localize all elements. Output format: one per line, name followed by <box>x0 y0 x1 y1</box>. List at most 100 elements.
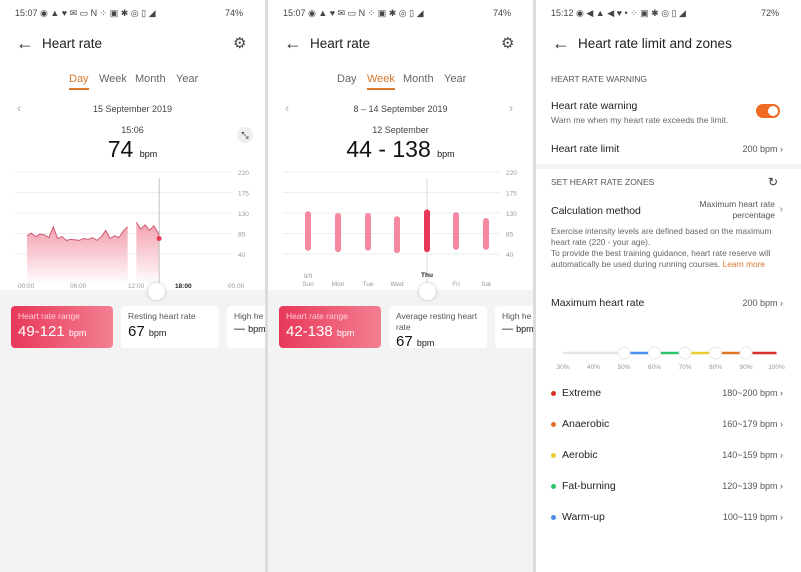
zone-item-aerobic[interactable]: Aerobic <box>551 449 598 461</box>
tab-year[interactable]: Year <box>444 73 467 85</box>
tab-year[interactable]: Year <box>176 73 199 85</box>
calculation-method-value[interactable]: Maximum heart rate percentage <box>699 199 775 221</box>
date-sub-label: 12 September <box>372 125 429 135</box>
card-unit: bpm <box>516 324 533 334</box>
zone-range[interactable]: 160~179 bpm › <box>722 419 783 429</box>
calculation-method-label[interactable]: Calculation method <box>551 205 641 217</box>
prev-chevron-icon[interactable]: ‹ <box>285 101 289 115</box>
tab-day[interactable]: Day <box>337 73 357 85</box>
zone-color-dot-icon <box>551 452 556 458</box>
zones-description: Exercise intensity levels are defined ba… <box>551 226 786 270</box>
y-tick-label: 175 <box>506 191 517 198</box>
zone-range[interactable]: 180~200 bpm › <box>722 388 783 398</box>
heart-rate-line <box>135 221 160 239</box>
value: 74 <box>107 136 134 162</box>
back-arrow-icon[interactable]: ← <box>16 33 34 53</box>
status-bar: 15:12 ◉ ◀ ▲ ◀ ♥ • ⁘ ▣ ✱ ◎ ▯ ◢ 72% <box>551 8 780 18</box>
tab-week[interactable]: Week <box>99 73 127 85</box>
range-bar-tue <box>365 213 371 251</box>
desc-1: Exercise intensity levels are defined ba… <box>551 226 772 247</box>
status-time: 15:07 <box>15 8 38 18</box>
card-resting-heart-rate[interactable]: Resting heart rate 67 bpm <box>121 306 219 348</box>
heart-rate-limit-value[interactable]: 200 bpm › <box>742 144 783 154</box>
back-arrow-icon[interactable]: ← <box>552 33 570 53</box>
bpm-value: 44 - 138 bpm <box>268 136 533 163</box>
next-chevron-icon[interactable]: › <box>509 101 513 115</box>
card-label: Resting heart rate <box>128 311 196 321</box>
card-value: 67 <box>396 333 413 350</box>
scale-label: 60% <box>648 364 661 371</box>
range-bar-fri <box>453 212 459 250</box>
expand-icon[interactable]: ⤡ <box>237 127 253 143</box>
week-view-panel: 15:07 ◉ ▲ ♥ ✉ ▭ N ⁘ ▣ ✱ ◎ ▯ ◢ 74% ← Hear… <box>268 0 533 572</box>
tab-day[interactable]: Day <box>69 73 89 90</box>
y-tick-label: 40 <box>238 252 246 259</box>
card-unit: bpm <box>68 328 87 338</box>
card-heart-rate-range[interactable]: Heart rate range 49-121 bpm <box>11 306 113 348</box>
reset-icon[interactable]: ↻ <box>768 175 779 189</box>
zone-name: Warm-up <box>562 511 605 523</box>
x-tick-label: Sun <box>302 281 314 288</box>
area-fill <box>27 226 128 285</box>
card-value: 42-138 <box>286 323 333 340</box>
zone-slider[interactable]: 30% 40% 50% 60% 70% 80% 90% 100% <box>536 340 801 375</box>
zone-item-fat-burning[interactable]: Fat-burning <box>551 480 616 492</box>
tab-month[interactable]: Month <box>135 73 166 85</box>
slider-handle <box>648 346 661 360</box>
x-tick-sublabel: 8/9 <box>304 274 313 280</box>
date-label: 15 September 2019 <box>92 104 173 114</box>
time-slider-handle[interactable] <box>148 283 165 300</box>
range-bar-wed <box>394 216 400 254</box>
value-line-2: percentage <box>732 210 775 220</box>
zone-range[interactable]: 140~159 bpm › <box>722 450 783 460</box>
heart-rate-warning-toggle[interactable] <box>756 104 780 118</box>
gear-icon[interactable]: ⚙ <box>501 35 515 52</box>
battery-level: 74% <box>493 8 512 18</box>
zone-range[interactable]: 120~139 bpm › <box>722 481 783 491</box>
value: 200 bpm <box>742 144 778 154</box>
prev-chevron-icon[interactable]: ‹ <box>17 101 21 115</box>
status-bar: 15:07 ◉ ▲ ♥ ✉ ▭ N ⁘ ▣ ✱ ◎ ▯ ◢ 74% <box>15 8 244 18</box>
scale-label: 70% <box>678 364 691 371</box>
maximum-heart-rate-label[interactable]: Maximum heart rate <box>551 297 645 309</box>
learn-more-link[interactable]: Learn more <box>722 259 766 269</box>
zone-range[interactable]: 100~119 bpm › <box>722 512 783 522</box>
zone-color-dot-icon <box>551 514 556 520</box>
tab-month[interactable]: Month <box>403 73 434 85</box>
zone-item-warm-up[interactable]: Warm-up <box>551 511 605 523</box>
card-value: 49-121 <box>18 323 65 340</box>
heart-rate-limit-label[interactable]: Heart rate limit <box>551 143 620 155</box>
maximum-heart-rate-value[interactable]: 200 bpm › <box>742 298 783 308</box>
x-tick-label: 12:00 <box>128 283 145 290</box>
gear-icon[interactable]: ⚙ <box>233 35 247 52</box>
zone-color-dot-icon <box>551 483 556 489</box>
slider-handle <box>617 346 631 360</box>
zone-name: Aerobic <box>562 449 598 461</box>
unit: bpm <box>437 149 455 159</box>
day-slider-handle[interactable] <box>419 283 436 300</box>
section-heart-rate-warning: HEART RATE WARNING <box>551 74 648 84</box>
card-high-heart-rate[interactable]: High he — bpm <box>495 306 533 348</box>
back-arrow-icon[interactable]: ← <box>284 33 302 53</box>
y-tick-label: 40 <box>506 252 514 259</box>
card-heart-rate-range[interactable]: Heart rate range 42-138 bpm <box>279 306 381 348</box>
card-high-heart-rate[interactable]: High he — bpm <box>227 306 265 348</box>
desc-2: To provide the best training guidance, h… <box>551 248 771 269</box>
page-title: Heart rate <box>42 36 103 51</box>
page-title: Heart rate <box>310 36 371 51</box>
current-point <box>156 236 162 242</box>
zone-item-extreme[interactable]: Extreme <box>551 387 601 399</box>
slider-handle <box>739 346 753 360</box>
day-chart: 220 175 130 85 40 00:00 06:00 12:00 18:00 00:00 <box>15 170 249 290</box>
card-average-resting-heart-rate[interactable]: Average resting heart rate 67 bpm <box>389 306 487 350</box>
warning-label: Heart rate warning <box>551 100 638 112</box>
tab-week[interactable]: Week <box>367 73 395 90</box>
card-unit: bpm <box>148 328 167 338</box>
y-tick-label: 130 <box>506 211 517 218</box>
x-tick-label: 06:00 <box>70 283 87 290</box>
zone-range-value: 120~139 bpm <box>722 481 778 491</box>
x-tick-label: Fri <box>452 281 460 288</box>
range-bar-sun <box>305 211 311 251</box>
zone-item-anaerobic[interactable]: Anaerobic <box>551 418 609 430</box>
